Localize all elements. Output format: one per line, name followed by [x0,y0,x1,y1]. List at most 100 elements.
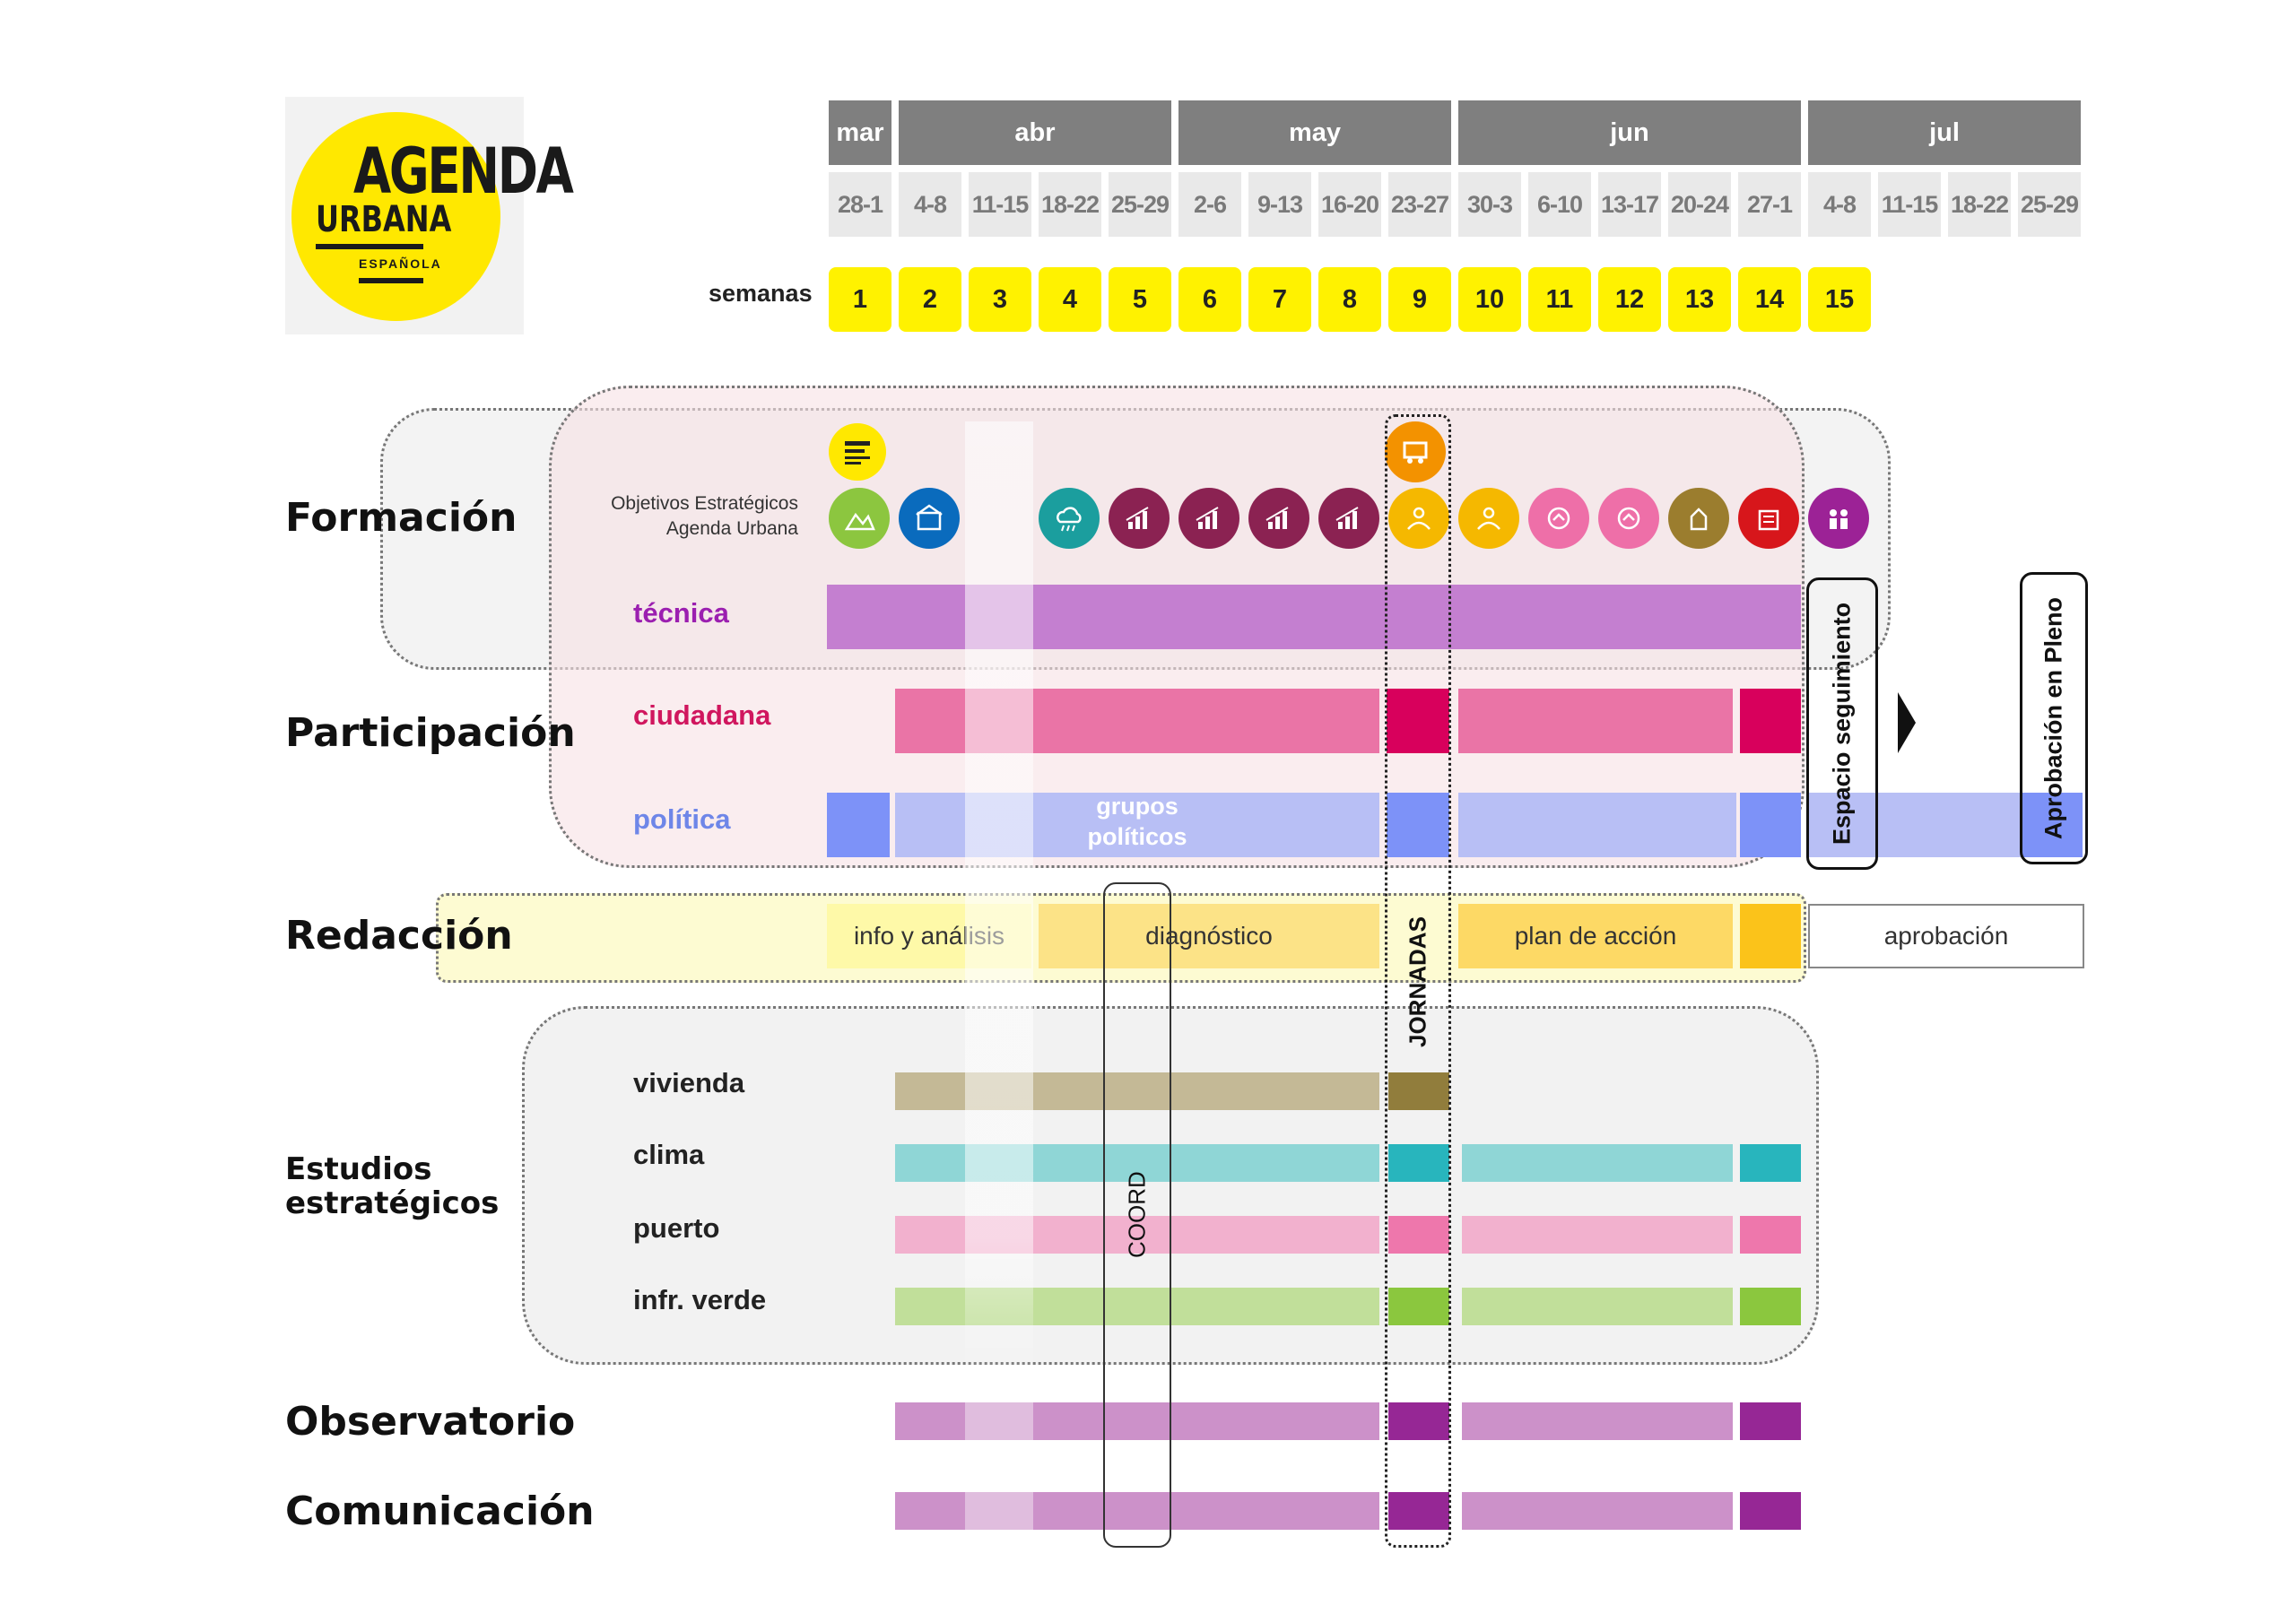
section-estudios-line1: Estudios [285,1151,432,1187]
bar-politica-jornadas [1387,793,1449,857]
bar-clima-end [1740,1144,1801,1182]
bar-clima-2 [1462,1144,1733,1182]
espacio-seguimiento-label: Espacio seguimiento [1828,602,1856,846]
bar-vivienda-jornadas [1388,1072,1449,1110]
social-icon [1458,488,1519,549]
semana-3-highlight-bottom [965,1399,1033,1530]
digital-icon [1668,488,1729,549]
bar-comunicacion-jornadas [1388,1492,1449,1530]
week-range: 11-15 [969,172,1031,237]
espacio-seguimiento-box [1806,577,1878,870]
bar-politica-pleno [2022,793,2083,857]
row-label-infr-verde: infr. verde [633,1284,767,1315]
logo-text-agenda: AGENDA [353,135,574,208]
aprobacion-pleno-box [2020,572,2088,864]
week-range: 18-22 [1948,172,2011,237]
month-jun: jun [1458,100,1801,165]
city-icon [899,488,960,549]
row-label-ciudadana: ciudadana [633,699,771,731]
month-may: may [1178,100,1451,165]
week-number: 1 [829,267,891,332]
bar-ciudadana-2 [1458,689,1733,753]
logo-bar [359,278,423,283]
week-number: 7 [1248,267,1311,332]
section-estudios-line2: estratégicos [285,1185,500,1221]
jornadas-label: JORNADAS [1404,916,1431,1047]
week-number: 5 [1109,267,1171,332]
bar-infr-verde-jornadas [1388,1288,1449,1325]
economy-icon [1248,488,1309,549]
objetivos-label: Objetivos Estratégicos Agenda Urbana [583,491,798,542]
bar-politica-start [827,793,890,857]
bar-observatorio-2 [1462,1402,1733,1440]
week-number: 3 [969,267,1031,332]
week-number: 8 [1318,267,1381,332]
phase-end [1740,904,1801,968]
coord-label: COORD [1123,1171,1151,1259]
month-jul: jul [1808,100,2081,165]
week-number: 6 [1178,267,1241,332]
agenda-urbana-small-logo [829,423,886,481]
objetivos-label-line2: Agenda Urbana [665,518,798,539]
week-number: 14 [1738,267,1801,332]
climate-icon [1039,488,1100,549]
phase-plan-accion: plan de acción [1458,904,1733,968]
week-number: 10 [1458,267,1521,332]
economy-icon [1318,488,1379,549]
row-label-vivienda: vivienda [633,1067,745,1098]
aprobacion-pleno-label: Aprobación en Pleno [2039,596,2067,840]
bar-infr-verde-2 [1462,1288,1733,1325]
week-range: 20-24 [1668,172,1731,237]
bar-comunicacion-2 [1462,1492,1733,1530]
bar-infr-verde-end [1740,1288,1801,1325]
week-range: 9-13 [1248,172,1311,237]
week-range: 25-29 [1109,172,1171,237]
week-range: 11-15 [1878,172,1941,237]
week-number: 13 [1668,267,1731,332]
bar-ciudadana-end [1740,689,1801,753]
row-label-clima: clima [633,1139,705,1170]
week-range: 18-22 [1039,172,1101,237]
section-participacion: Participación [285,710,576,756]
row-label-tecnica: técnica [633,597,729,629]
section-observatorio: Observatorio [285,1399,576,1445]
phase-aprobacion: aprobación [1808,904,2084,968]
logo-bar [316,244,423,249]
semanas-label: semanas [709,280,813,307]
bar-politica-2 [1458,793,1736,857]
bar-puerto-2 [1462,1216,1733,1254]
grupos-politicos-line2: políticos [1087,823,1187,850]
section-formacion: Formación [285,495,517,541]
week-number: 11 [1528,267,1591,332]
week-range: 30-3 [1458,172,1521,237]
semana-3-highlight [965,421,1033,1381]
bar-observatorio [895,1402,1379,1440]
logo-text-urbana: URBANA [316,199,452,240]
week-range: 28-1 [829,172,891,237]
section-comunicacion: Comunicación [285,1488,595,1534]
week-range: 16-20 [1318,172,1381,237]
governance-icon [1738,488,1799,549]
jornadas-box [1385,414,1451,1548]
jornadas-icon [1385,421,1446,482]
bar-observatorio-end [1740,1402,1801,1440]
bar-comunicacion [895,1492,1379,1530]
bar-clima-jornadas [1388,1144,1449,1182]
bar-observatorio-jornadas [1388,1402,1449,1440]
coord-box [1103,882,1171,1548]
week-range: 25-29 [2018,172,2081,237]
grupos-politicos-line1: grupos [1096,793,1178,820]
week-range: 27-1 [1738,172,1801,237]
week-number: 9 [1388,267,1451,332]
bar-politica-end [1740,793,1801,857]
week-range: 6-10 [1528,172,1591,237]
logo-sun [291,112,500,321]
section-redaccion: Redacción [285,913,513,959]
economy-icon [1178,488,1239,549]
row-label-politica: política [633,803,731,835]
landscape-icon [829,488,890,549]
week-number: 12 [1598,267,1661,332]
week-range: 4-8 [1808,172,1871,237]
month-abr: abr [899,100,1171,165]
people-icon [1808,488,1869,549]
